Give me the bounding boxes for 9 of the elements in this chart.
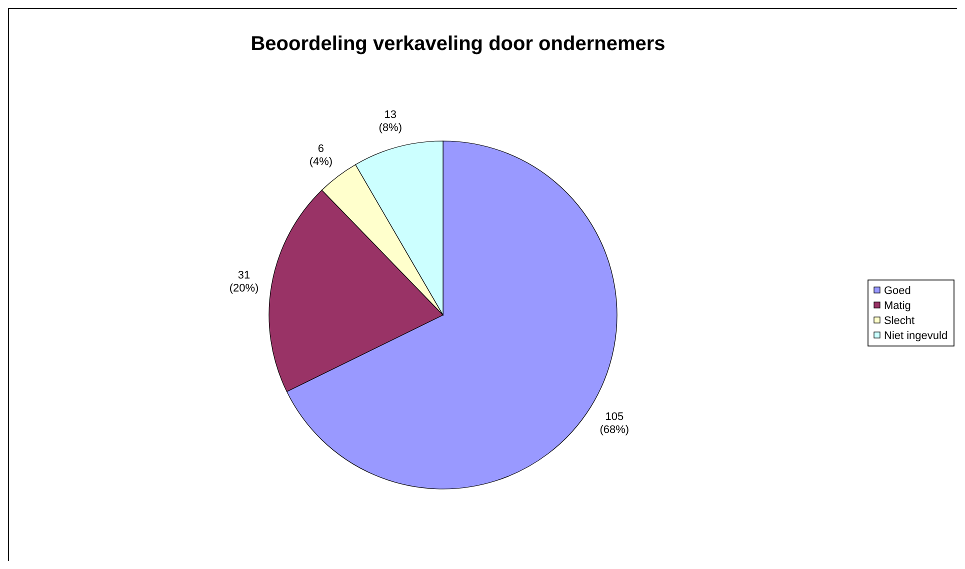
data-label: 6 (4%) bbox=[309, 143, 333, 168]
legend-label: Slecht bbox=[884, 315, 915, 327]
data-label: 105 (68%) bbox=[600, 410, 630, 436]
legend-label: Matig bbox=[884, 300, 911, 312]
data-label: 13 (8%) bbox=[378, 108, 402, 134]
legend-label: Goed bbox=[884, 285, 911, 297]
legend-label: Niet ingevuld bbox=[884, 330, 948, 342]
chart-title: Beoordeling verkaveling door ondernemers bbox=[250, 33, 666, 55]
data-label: 31 (20%) bbox=[229, 269, 259, 294]
